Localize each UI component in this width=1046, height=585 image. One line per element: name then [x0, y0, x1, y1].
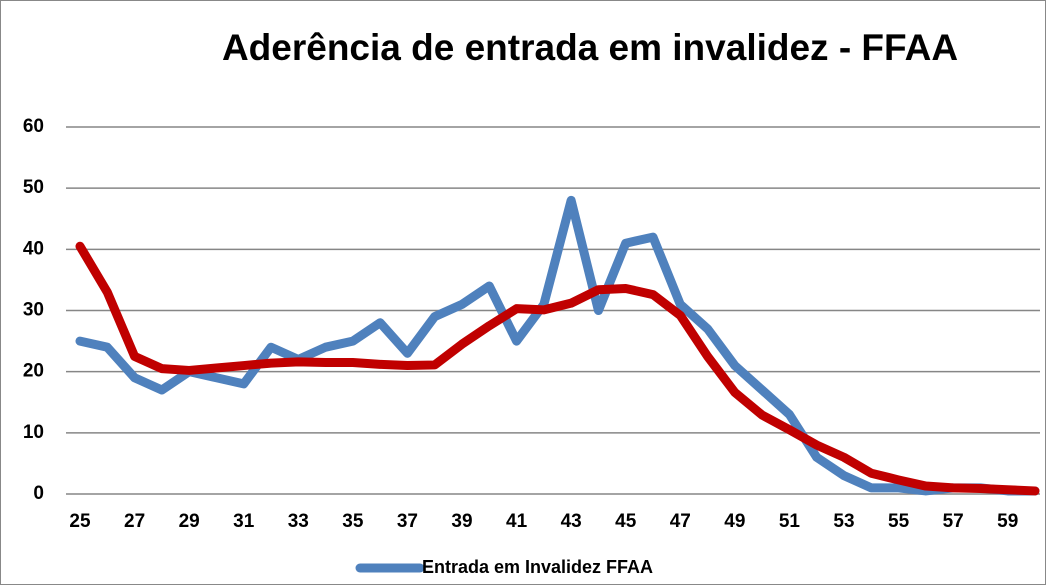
x-tick-label: 31 — [233, 511, 255, 532]
x-tick-label: 51 — [779, 511, 801, 532]
x-tick-label: 45 — [615, 511, 637, 532]
y-tick-label: 0 — [33, 483, 44, 504]
x-tick-label: 55 — [888, 511, 910, 532]
y-tick-label: 10 — [23, 422, 44, 443]
y-tick-label: 30 — [23, 300, 44, 321]
x-tick-label: 53 — [833, 511, 854, 532]
x-tick-label: 59 — [997, 511, 1018, 532]
y-tick-label: 60 — [23, 116, 44, 137]
line-series — [75, 195, 1040, 496]
x-tick-label: 37 — [397, 511, 418, 532]
y-tick-label: 40 — [23, 238, 44, 259]
line-series — [75, 241, 1040, 496]
x-tick-label: 49 — [724, 511, 745, 532]
y-tick-label: 20 — [23, 361, 44, 382]
x-tick-label: 25 — [69, 511, 91, 532]
x-tick-label: 29 — [179, 511, 200, 532]
y-tick-label: 50 — [23, 177, 44, 198]
x-tick-label: 33 — [288, 511, 309, 532]
x-tick-label: 43 — [561, 511, 582, 532]
chart-title: Aderência de entrada em invalidez - FFAA — [222, 27, 958, 68]
x-tick-label: 47 — [670, 511, 691, 532]
legend-label: Entrada em Invalidez FFAA — [422, 557, 653, 577]
x-tick-label: 41 — [506, 511, 528, 532]
x-tick-label: 57 — [943, 511, 964, 532]
x-tick-label: 39 — [451, 511, 472, 532]
x-tick-label: 35 — [342, 511, 364, 532]
x-tick-label: 27 — [124, 511, 145, 532]
